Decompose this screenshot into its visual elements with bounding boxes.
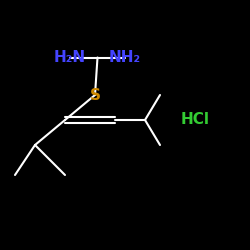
Text: HCl: HCl (180, 112, 210, 128)
Text: S: S (90, 88, 101, 102)
Text: NH₂: NH₂ (109, 50, 141, 65)
Text: H₂N: H₂N (54, 50, 86, 65)
